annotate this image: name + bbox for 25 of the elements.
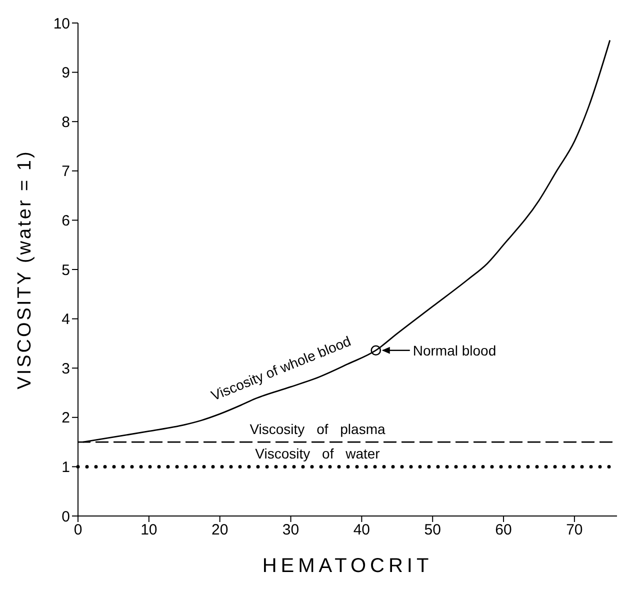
y-tick-label: 4: [62, 311, 70, 328]
x-tick-label: 10: [140, 522, 158, 539]
y-tick-label: 9: [62, 64, 70, 82]
y-tick-label: 2: [62, 410, 70, 427]
x-tick-label: 30: [282, 522, 300, 539]
x-tick-label: 0: [74, 522, 82, 539]
y-tick-label: 8: [62, 114, 70, 131]
y-tick-label: 7: [62, 163, 70, 180]
x-tick-label: 20: [212, 522, 228, 539]
y-tick-label: 3: [62, 360, 70, 378]
x-axis-title: HEMATOCRIT: [262, 555, 433, 577]
y-tick-label: 10: [53, 15, 70, 32]
ref-line-label: Viscosity of plasma: [250, 420, 386, 437]
x-tick-label: 50: [424, 522, 441, 539]
x-tick-label: 40: [353, 522, 370, 539]
y-tick-label: 6: [62, 212, 70, 230]
line-series: [82, 40, 611, 443]
x-tick-label: 60: [495, 522, 512, 539]
ref-line-label: Viscosity of water: [255, 446, 380, 462]
y-axis-title: VISCOSITY (water = 1): [14, 150, 36, 390]
y-tick-label: 1: [62, 459, 70, 476]
annotation: Normal blood: [412, 342, 496, 358]
y-tick-label: 5: [62, 262, 70, 279]
y-tick-label: 0: [62, 508, 70, 526]
x-tick-label: 70: [566, 522, 583, 539]
